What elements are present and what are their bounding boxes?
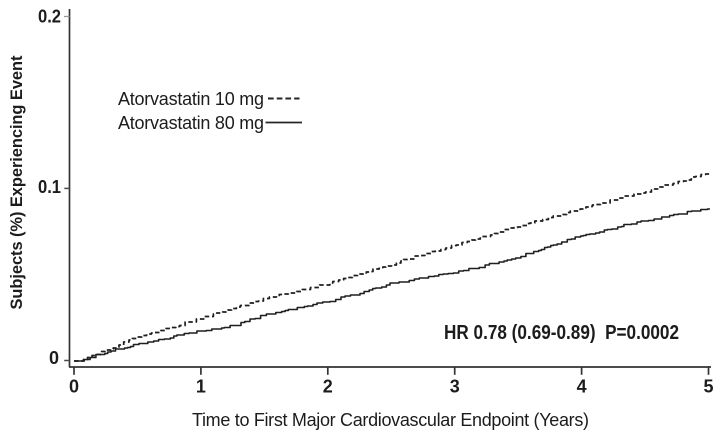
svg-text:5: 5 bbox=[703, 377, 713, 397]
svg-text:0.2: 0.2 bbox=[38, 7, 61, 27]
svg-text:1: 1 bbox=[196, 377, 206, 397]
svg-text:Atorvastatin 10 mg: Atorvastatin 10 mg bbox=[118, 89, 264, 109]
svg-text:3: 3 bbox=[450, 377, 460, 397]
svg-text:0.1: 0.1 bbox=[38, 177, 61, 197]
svg-text:Atorvastatin 80 mg: Atorvastatin 80 mg bbox=[118, 113, 264, 133]
svg-text:Time to First Major Cardiovasc: Time to First Major Cardiovascular Endpo… bbox=[192, 410, 589, 430]
svg-text:HR 0.78 (0.69-0.89) P=0.0002: HR 0.78 (0.69-0.89) P=0.0002 bbox=[444, 322, 679, 344]
svg-text:0: 0 bbox=[49, 348, 59, 368]
svg-text:0: 0 bbox=[69, 377, 79, 397]
svg-text:4: 4 bbox=[577, 377, 587, 397]
svg-text:2: 2 bbox=[323, 377, 333, 397]
svg-text:Subjects (%) Experiencing Even: Subjects (%) Experiencing Event bbox=[8, 55, 26, 310]
